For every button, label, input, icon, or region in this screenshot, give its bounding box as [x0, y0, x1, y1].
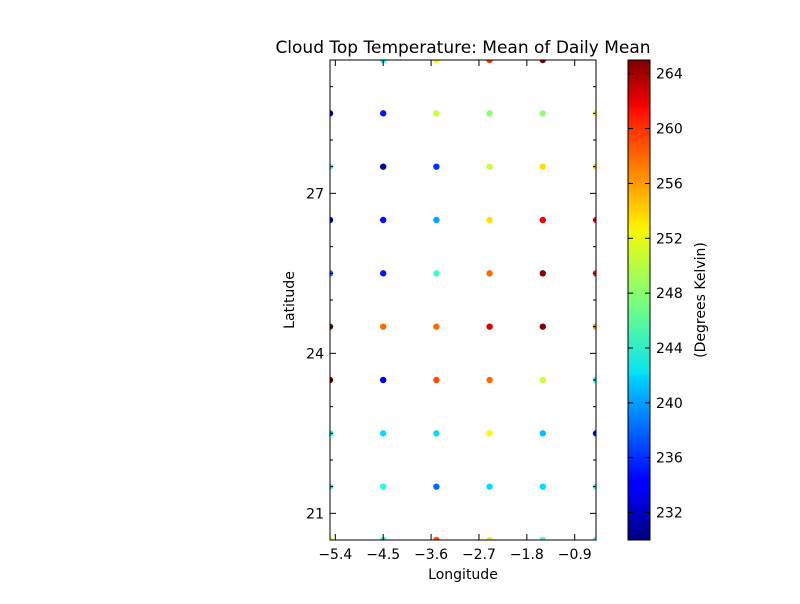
- data-point: [486, 270, 493, 277]
- data-point: [380, 483, 387, 490]
- data-point: [486, 536, 493, 540]
- y-tick-label: 27: [306, 186, 324, 202]
- data-point: [539, 376, 546, 384]
- x-tick-label: −5.4: [318, 547, 352, 563]
- data-point: [539, 483, 546, 490]
- data-point: [539, 270, 546, 277]
- data-point: [330, 536, 334, 540]
- data-point: [433, 60, 440, 64]
- data-point: [380, 216, 387, 224]
- data-point: [433, 483, 440, 490]
- colorbar-ticks: 232 236 240 244 248 252 256 260 264: [628, 67, 683, 522]
- colorbar-tick-label: 256: [656, 176, 683, 192]
- data-point: [433, 216, 440, 224]
- data-point: [433, 536, 440, 540]
- colorbar-label: (Degrees Kelvin): [693, 242, 709, 358]
- data-point: [433, 163, 440, 170]
- x-axis-label: Longitude: [428, 567, 498, 583]
- data-point: [486, 110, 493, 117]
- data-point: [486, 376, 493, 384]
- data-point: [380, 110, 387, 117]
- data-point: [380, 270, 387, 277]
- colorbar-tick-label: 252: [656, 231, 683, 247]
- colorbar-tick-label: 260: [656, 122, 683, 138]
- chart-title: Cloud Top Temperature: Mean of Daily Mea…: [275, 38, 650, 58]
- data-point: [539, 216, 546, 224]
- colorbar-tick-label: 244: [656, 341, 683, 357]
- data-point: [486, 60, 493, 64]
- x-tick-label: −3.6: [414, 547, 448, 563]
- colorbar-tick-label: 236: [656, 451, 683, 467]
- data-point: [433, 323, 440, 330]
- data-point: [486, 430, 493, 437]
- scatter-points: [330, 60, 596, 540]
- data-point: [380, 323, 387, 330]
- colorbar-tick-label: 264: [656, 67, 683, 83]
- data-point: [486, 483, 493, 490]
- data-point: [433, 376, 440, 384]
- y-axis-ticks: 21 24 27: [306, 59, 596, 541]
- y-tick-label: 21: [306, 506, 324, 522]
- data-point: [592, 536, 596, 540]
- data-point: [486, 163, 493, 170]
- data-point: [380, 376, 387, 384]
- colorbar: [627, 59, 651, 541]
- colorbar-tick-label: 232: [656, 506, 683, 522]
- data-point: [539, 430, 546, 437]
- x-tick-label: −1.8: [510, 547, 544, 563]
- data-point: [539, 110, 546, 117]
- x-tick-label: −2.7: [462, 547, 496, 563]
- data-point: [380, 163, 387, 170]
- y-tick-label: 24: [306, 346, 324, 362]
- data-point: [433, 110, 440, 117]
- colorbar-tick-label: 248: [656, 286, 683, 302]
- y-axis-label: Latitude: [282, 271, 298, 329]
- x-axis-ticks: −5.4 −4.5 −3.6 −2.7 −1.8 −0.9: [318, 60, 592, 563]
- data-point: [380, 430, 387, 437]
- data-point: [539, 536, 546, 540]
- x-tick-label: −0.9: [558, 547, 592, 563]
- x-tick-label: −4.5: [366, 547, 400, 563]
- data-point: [433, 430, 440, 437]
- colorbar-tick-label: 240: [656, 396, 683, 412]
- data-point: [486, 216, 493, 224]
- plot-frame: [329, 59, 597, 541]
- data-point: [539, 163, 546, 170]
- data-point: [539, 60, 546, 64]
- data-point: [539, 323, 546, 330]
- data-point: [433, 270, 440, 277]
- data-point: [486, 323, 493, 330]
